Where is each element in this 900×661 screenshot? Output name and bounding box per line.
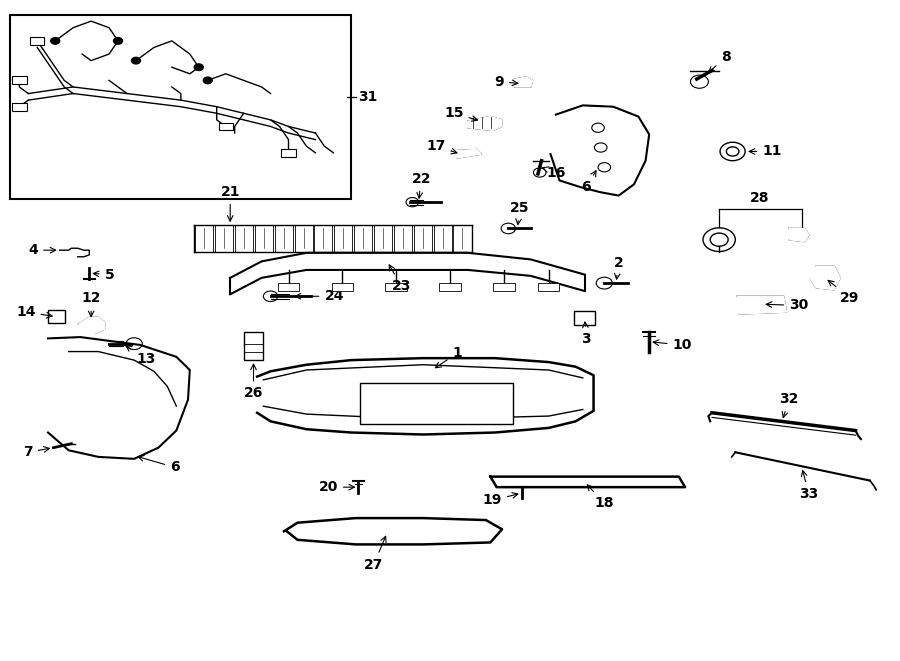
Bar <box>493 283 515 291</box>
Text: 1: 1 <box>436 346 462 368</box>
Circle shape <box>113 38 122 44</box>
Polygon shape <box>468 116 502 130</box>
Bar <box>334 225 352 252</box>
Bar <box>278 283 300 291</box>
Bar <box>294 225 312 252</box>
Polygon shape <box>789 229 809 242</box>
Text: 18: 18 <box>588 485 614 510</box>
Text: 7: 7 <box>23 446 50 459</box>
Text: 30: 30 <box>766 299 808 313</box>
Polygon shape <box>551 105 649 196</box>
Text: 32: 32 <box>779 392 799 418</box>
Text: 9: 9 <box>494 75 518 89</box>
Text: 21: 21 <box>220 185 240 221</box>
Bar <box>244 332 264 360</box>
Bar <box>274 225 292 252</box>
Polygon shape <box>78 317 104 333</box>
Text: 8: 8 <box>708 50 731 73</box>
Circle shape <box>131 58 140 64</box>
Text: 19: 19 <box>482 492 518 508</box>
Polygon shape <box>48 337 190 459</box>
Bar <box>354 225 373 252</box>
Text: 17: 17 <box>426 139 457 154</box>
Text: 27: 27 <box>364 536 386 572</box>
Bar <box>314 225 332 252</box>
Bar <box>434 225 452 252</box>
Polygon shape <box>257 358 594 434</box>
Circle shape <box>203 77 212 84</box>
Text: 4: 4 <box>28 243 56 257</box>
Bar <box>48 310 65 323</box>
Text: 13: 13 <box>126 346 156 366</box>
Bar <box>30 37 44 45</box>
Bar <box>360 383 513 424</box>
Bar <box>195 225 213 252</box>
Text: 6: 6 <box>138 455 180 475</box>
Text: 23: 23 <box>389 265 411 293</box>
Polygon shape <box>284 518 502 545</box>
Text: 3: 3 <box>581 322 591 346</box>
Bar <box>394 225 412 252</box>
Text: 29: 29 <box>828 280 859 305</box>
Text: 14: 14 <box>16 305 52 319</box>
Bar <box>331 283 353 291</box>
Bar <box>215 225 233 252</box>
Bar <box>219 122 233 130</box>
Polygon shape <box>515 77 533 87</box>
Polygon shape <box>811 266 841 290</box>
Polygon shape <box>491 477 685 487</box>
Bar <box>385 283 407 291</box>
Text: 22: 22 <box>411 172 431 198</box>
Text: 12: 12 <box>81 292 101 317</box>
Polygon shape <box>737 296 787 314</box>
Text: 6: 6 <box>581 171 596 194</box>
Bar <box>13 77 26 85</box>
Text: 16: 16 <box>543 165 566 180</box>
Bar <box>538 283 560 291</box>
Bar <box>13 102 26 110</box>
Text: 33: 33 <box>799 471 818 501</box>
Bar <box>282 149 296 157</box>
Text: 15: 15 <box>444 106 478 121</box>
Polygon shape <box>452 149 482 158</box>
Bar <box>414 225 432 252</box>
Text: 31: 31 <box>358 90 378 104</box>
Circle shape <box>194 64 203 71</box>
Bar <box>374 225 392 252</box>
Text: 11: 11 <box>749 145 782 159</box>
Bar <box>454 225 472 252</box>
Text: 26: 26 <box>244 364 263 401</box>
Text: 25: 25 <box>510 202 530 225</box>
Text: 24: 24 <box>295 290 344 303</box>
Text: 2: 2 <box>614 256 624 279</box>
Circle shape <box>50 38 59 44</box>
Bar <box>574 311 596 325</box>
Bar <box>235 225 253 252</box>
Bar <box>255 225 273 252</box>
Bar <box>11 15 351 199</box>
Text: 28: 28 <box>750 192 770 206</box>
Text: 20: 20 <box>319 480 355 494</box>
Text: 10: 10 <box>653 338 692 352</box>
Text: 5: 5 <box>94 268 114 282</box>
Bar <box>439 283 461 291</box>
